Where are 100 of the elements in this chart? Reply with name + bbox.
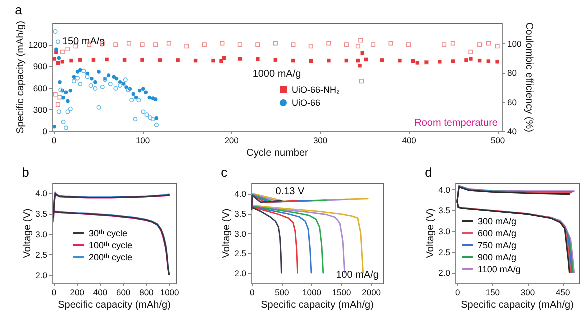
y-tick-label: 4.0: [438, 184, 451, 195]
y-tick-label: 2.5: [36, 250, 48, 260]
point: [72, 75, 76, 80]
point: [327, 58, 331, 63]
x-tick-label: 300: [520, 288, 536, 298]
point: [469, 57, 473, 61]
point: [358, 64, 362, 68]
point: [85, 74, 90, 80]
point: [184, 44, 190, 49]
point: [82, 68, 86, 74]
point: [212, 58, 216, 63]
chart-title: c: [221, 165, 228, 180]
y2-axis-title: Coulombic efficiency (%): [524, 22, 535, 132]
point: [132, 92, 136, 96]
point: [158, 58, 162, 62]
point: [72, 79, 76, 84]
point: [144, 90, 148, 94]
y-tick-label: 600: [33, 83, 48, 94]
y-tick-label: 3.0: [438, 226, 451, 236]
point: [398, 58, 402, 63]
x-tick-label: 100: [136, 136, 150, 146]
point: [326, 41, 332, 46]
point: [56, 110, 62, 114]
legend-label: 300 mA/g: [478, 216, 517, 226]
point: [56, 102, 60, 107]
point: [144, 112, 150, 118]
point: [105, 58, 109, 62]
point: [52, 57, 57, 61]
point: [495, 44, 500, 49]
point: [344, 42, 349, 48]
point: [238, 57, 242, 61]
point: [468, 50, 474, 54]
point: [359, 79, 364, 84]
legend-label: 600 mA/g: [478, 228, 517, 238]
point: [108, 82, 113, 87]
point: [238, 42, 242, 48]
x-tick-label: 300: [313, 136, 328, 146]
point: [220, 41, 225, 46]
point: [97, 70, 101, 74]
x-tick-label: 500: [275, 288, 290, 298]
y-tick-label: 3.5: [234, 209, 247, 220]
point: [388, 41, 394, 46]
legend-label: 900 mA/g: [478, 252, 517, 262]
point: [86, 72, 90, 76]
point: [114, 42, 118, 48]
legend-label: 750 mA/g: [478, 240, 517, 250]
point: [154, 116, 159, 120]
point: [112, 75, 116, 80]
x-tick-label: 1000: [160, 288, 180, 298]
point: [130, 98, 134, 103]
point: [58, 80, 62, 84]
point: [486, 41, 491, 46]
y-tick-label: 2.0: [36, 270, 48, 280]
point: [54, 48, 58, 52]
point: [122, 82, 126, 86]
chart-title: d: [425, 165, 432, 180]
point: [90, 77, 94, 81]
point: [416, 61, 420, 65]
y-tick-label: 4.0: [36, 188, 48, 199]
y-tick-label: 2.5: [438, 247, 451, 258]
annotation: 1000 mA/g: [252, 68, 302, 80]
point: [478, 42, 482, 48]
legend-label: 200ᵗʰ cycle: [89, 252, 132, 262]
x-tick-label: 400: [93, 288, 108, 298]
point: [138, 89, 142, 93]
legend-label: 30ᵗʰ cycle: [89, 228, 128, 238]
y-tick-label: 2.5: [234, 248, 247, 259]
point: [60, 50, 65, 54]
point: [292, 58, 296, 63]
y-axis-title: Voltage (V): [22, 208, 34, 258]
x-tick-label: 0: [455, 288, 460, 298]
point: [122, 58, 127, 62]
point: [76, 70, 80, 74]
point: [92, 58, 96, 62]
point: [451, 60, 456, 64]
point: [126, 41, 132, 46]
point: [78, 68, 82, 72]
y2-tick-label: 60: [508, 97, 518, 108]
legend-label: 100ᵗʰ cycle: [89, 240, 132, 250]
point: [66, 110, 70, 114]
point: [78, 58, 82, 62]
point: [57, 56, 61, 60]
y-axis-title: Specific capacity (mAh/g): [16, 21, 27, 134]
y2-tick-label: 100: [508, 38, 522, 49]
x-axis-title: Specific capacity (mAh/g): [58, 300, 171, 311]
x-tick-label: 150: [486, 288, 500, 298]
point: [450, 41, 456, 46]
point: [88, 83, 94, 88]
y-tick-label: 0: [42, 126, 48, 136]
point: [442, 42, 447, 48]
point: [291, 42, 296, 48]
point: [61, 120, 66, 125]
point: [141, 110, 146, 114]
point: [406, 42, 412, 48]
point: [256, 42, 260, 48]
point: [96, 105, 102, 110]
legend-label: UiO-66: [292, 98, 321, 108]
point: [256, 57, 260, 62]
point: [78, 82, 83, 87]
chart-title: a: [15, 2, 24, 18]
